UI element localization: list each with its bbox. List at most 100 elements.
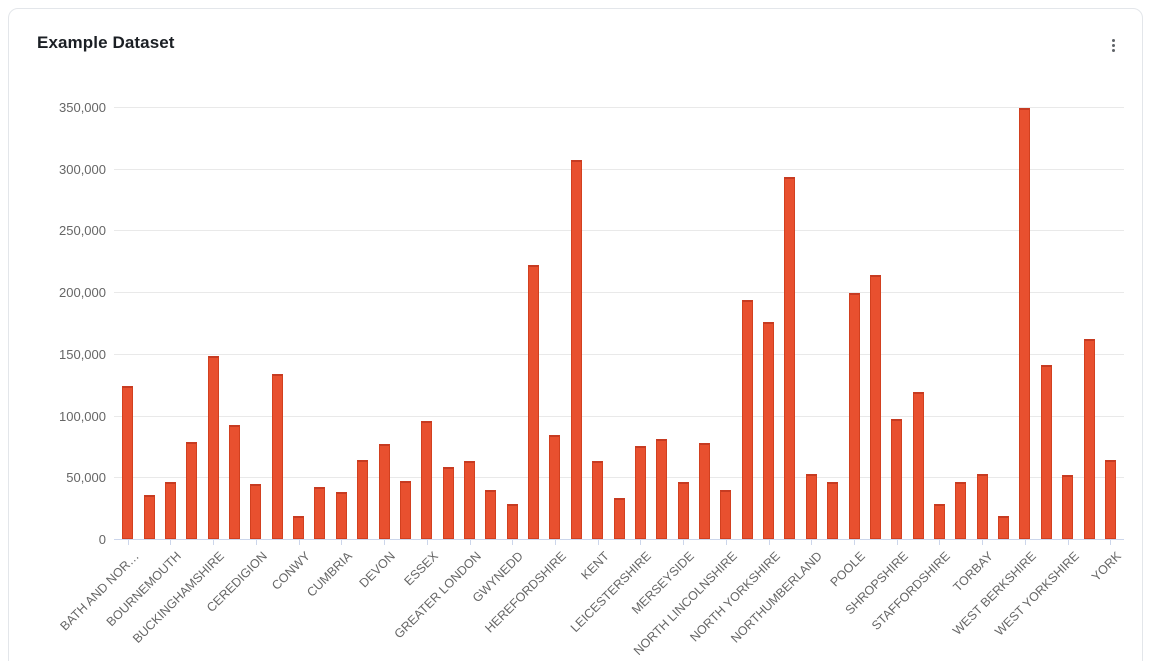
x-axis-label: BATH AND NOR… bbox=[57, 549, 142, 634]
bar[interactable] bbox=[976, 473, 988, 539]
x-axis-tick bbox=[298, 540, 300, 545]
bar[interactable] bbox=[357, 460, 369, 539]
y-gridline bbox=[114, 107, 1124, 108]
bar[interactable] bbox=[634, 446, 646, 539]
bar[interactable] bbox=[399, 481, 411, 539]
chart-title: Example Dataset bbox=[37, 33, 175, 52]
bar[interactable] bbox=[1083, 339, 1095, 539]
x-axis-tick bbox=[426, 540, 428, 545]
bar-chart-plot-area: 0 50,000 100,000 150,000 200,000 250,000 300,0… bbox=[9, 9, 1144, 661]
x-axis-tick bbox=[982, 540, 984, 545]
bar[interactable] bbox=[891, 419, 903, 539]
bar[interactable] bbox=[1104, 460, 1116, 539]
bar[interactable] bbox=[827, 482, 839, 539]
x-axis-tick bbox=[469, 540, 471, 545]
x-axis-label: WEST BERKSHIRE bbox=[949, 549, 1039, 638]
bar[interactable] bbox=[250, 483, 262, 539]
x-axis-tick bbox=[512, 540, 514, 545]
x-axis-tick bbox=[341, 540, 343, 545]
x-axis-tick bbox=[597, 540, 599, 545]
kebab-dot bbox=[1111, 43, 1115, 47]
y-gridline bbox=[114, 168, 1124, 170]
kebab-dot bbox=[1111, 38, 1115, 42]
x-axis-line bbox=[114, 539, 1124, 540]
bar[interactable] bbox=[998, 515, 1009, 539]
bar[interactable] bbox=[143, 494, 155, 539]
bar[interactable] bbox=[421, 420, 433, 539]
y-axis-tick-label: 0 bbox=[98, 532, 106, 547]
x-axis-label: KENT bbox=[578, 549, 612, 583]
bar[interactable] bbox=[848, 293, 860, 539]
y-gridline bbox=[114, 353, 1124, 355]
bar[interactable] bbox=[698, 442, 710, 539]
bar[interactable] bbox=[314, 487, 326, 539]
x-axis-label: YORK bbox=[1089, 549, 1125, 584]
bar[interactable] bbox=[335, 492, 347, 539]
bar[interactable] bbox=[805, 473, 817, 539]
x-axis-label: LEICESTERSHIRE bbox=[568, 549, 655, 636]
x-axis-tick bbox=[768, 540, 770, 545]
bar[interactable] bbox=[763, 321, 774, 539]
bar[interactable] bbox=[528, 265, 540, 539]
bar[interactable] bbox=[378, 444, 390, 539]
x-axis-tick bbox=[1110, 540, 1112, 545]
bar[interactable] bbox=[442, 467, 454, 539]
bar[interactable] bbox=[720, 489, 732, 539]
bar[interactable] bbox=[271, 373, 283, 539]
bar[interactable] bbox=[186, 441, 198, 539]
kebab-dot bbox=[1111, 48, 1115, 52]
x-axis-tick bbox=[640, 540, 642, 545]
x-axis-label: HEREFORDSHIRE bbox=[482, 549, 569, 636]
bar[interactable] bbox=[912, 392, 924, 539]
bar[interactable] bbox=[1040, 365, 1052, 539]
bar[interactable] bbox=[293, 515, 305, 539]
y-axis-tick-label: 200,000 bbox=[59, 285, 106, 301]
x-axis-tick bbox=[725, 540, 727, 545]
y-gridline bbox=[114, 415, 1124, 417]
bar[interactable] bbox=[1062, 474, 1074, 539]
bar[interactable] bbox=[549, 435, 561, 539]
bar[interactable] bbox=[869, 274, 881, 539]
x-axis-tick bbox=[127, 540, 129, 545]
x-axis-label: ESSEX bbox=[401, 549, 441, 589]
bar[interactable] bbox=[784, 177, 796, 539]
x-axis-tick bbox=[896, 540, 898, 545]
x-axis-tick bbox=[213, 540, 215, 545]
bar[interactable] bbox=[677, 482, 689, 539]
x-axis-tick bbox=[1067, 540, 1069, 545]
bar[interactable] bbox=[207, 356, 219, 539]
x-axis-tick bbox=[554, 540, 556, 545]
bar[interactable] bbox=[955, 482, 967, 539]
bar[interactable] bbox=[464, 461, 475, 539]
y-gridline bbox=[114, 477, 1124, 479]
bar[interactable] bbox=[506, 504, 518, 539]
y-axis-tick-label: 250,000 bbox=[59, 223, 106, 239]
y-gridline bbox=[114, 292, 1124, 294]
bar[interactable] bbox=[1019, 108, 1031, 539]
bar[interactable] bbox=[122, 385, 134, 539]
y-axis-tick-label: 300,000 bbox=[59, 161, 106, 177]
y-axis-tick-label: 50,000 bbox=[66, 470, 106, 486]
bar[interactable] bbox=[164, 482, 176, 539]
y-axis-tick-label: 350,000 bbox=[59, 100, 106, 115]
x-axis-label: BOURNEMOUTH bbox=[104, 549, 185, 630]
kebab-menu-icon[interactable] bbox=[1099, 31, 1127, 59]
bar[interactable] bbox=[741, 299, 753, 539]
x-axis-tick bbox=[1024, 540, 1026, 545]
bar[interactable] bbox=[229, 425, 240, 539]
bar[interactable] bbox=[592, 461, 604, 539]
y-gridline bbox=[114, 230, 1124, 232]
bar[interactable] bbox=[613, 498, 625, 539]
bar[interactable] bbox=[933, 504, 945, 539]
y-axis-tick-label: 100,000 bbox=[59, 408, 106, 424]
x-axis-label: STAFFORDSHIRE bbox=[869, 549, 954, 633]
x-axis-label: CUMBRIA bbox=[304, 549, 356, 600]
x-axis-label: WEST YORKSHIRE bbox=[991, 549, 1082, 639]
bar[interactable] bbox=[485, 489, 497, 539]
x-axis-tick bbox=[255, 540, 257, 545]
x-axis-tick bbox=[854, 540, 855, 545]
bar[interactable] bbox=[656, 439, 668, 539]
chart-card: Example Dataset 0 50,000 100,000 150,000 200… bbox=[8, 8, 1143, 661]
bar[interactable] bbox=[570, 160, 582, 539]
x-axis-tick bbox=[170, 540, 172, 545]
